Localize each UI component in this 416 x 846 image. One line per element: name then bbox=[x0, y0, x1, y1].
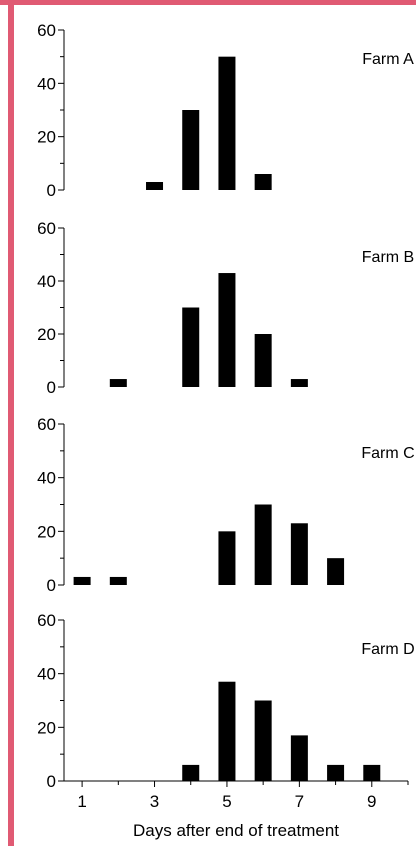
panel-label: Farm C bbox=[361, 445, 414, 462]
bar bbox=[363, 764, 381, 781]
bar bbox=[73, 576, 91, 585]
bar bbox=[254, 334, 272, 387]
y-tick-label: 40 bbox=[37, 665, 56, 684]
y-tick-label: 0 bbox=[47, 772, 56, 791]
bar bbox=[254, 504, 272, 585]
bar bbox=[218, 681, 236, 781]
panel-label: Farm A bbox=[362, 51, 414, 68]
y-tick-label: 60 bbox=[37, 611, 56, 630]
bar bbox=[182, 307, 200, 387]
y-tick-label: 0 bbox=[47, 378, 56, 397]
bar bbox=[254, 174, 272, 190]
bar bbox=[218, 56, 236, 190]
bar bbox=[290, 379, 308, 387]
bar bbox=[254, 700, 272, 781]
x-tick-label: 3 bbox=[150, 792, 159, 811]
x-axis-label: Days after end of treatment bbox=[133, 821, 339, 840]
bar bbox=[290, 523, 308, 585]
y-tick-label: 0 bbox=[47, 576, 56, 595]
bar bbox=[182, 110, 200, 190]
x-tick-label: 7 bbox=[295, 792, 304, 811]
y-tick-label: 40 bbox=[37, 74, 56, 93]
bar bbox=[109, 576, 127, 585]
y-tick-label: 60 bbox=[37, 21, 56, 40]
frame-border-top bbox=[0, 0, 416, 5]
y-tick-label: 40 bbox=[37, 469, 56, 488]
y-tick-label: 0 bbox=[47, 181, 56, 200]
bar bbox=[146, 182, 164, 190]
bar bbox=[218, 273, 236, 387]
panel-label: Farm D bbox=[361, 641, 414, 658]
x-tick-label: 1 bbox=[77, 792, 86, 811]
y-tick-label: 60 bbox=[37, 415, 56, 434]
bar bbox=[109, 379, 127, 387]
y-tick-label: 20 bbox=[37, 718, 56, 737]
bar bbox=[327, 764, 345, 781]
bar bbox=[290, 735, 308, 781]
bar bbox=[182, 764, 200, 781]
y-tick-label: 40 bbox=[37, 272, 56, 291]
x-tick-label: 5 bbox=[222, 792, 231, 811]
y-tick-label: 20 bbox=[37, 128, 56, 147]
y-tick-label: 20 bbox=[37, 325, 56, 344]
bar bbox=[218, 531, 236, 585]
y-tick-label: 20 bbox=[37, 522, 56, 541]
frame-border-left bbox=[8, 0, 14, 846]
y-tick-label: 60 bbox=[37, 219, 56, 238]
bar bbox=[327, 558, 345, 585]
x-tick-label: 9 bbox=[367, 792, 376, 811]
panel-label: Farm B bbox=[362, 249, 414, 266]
